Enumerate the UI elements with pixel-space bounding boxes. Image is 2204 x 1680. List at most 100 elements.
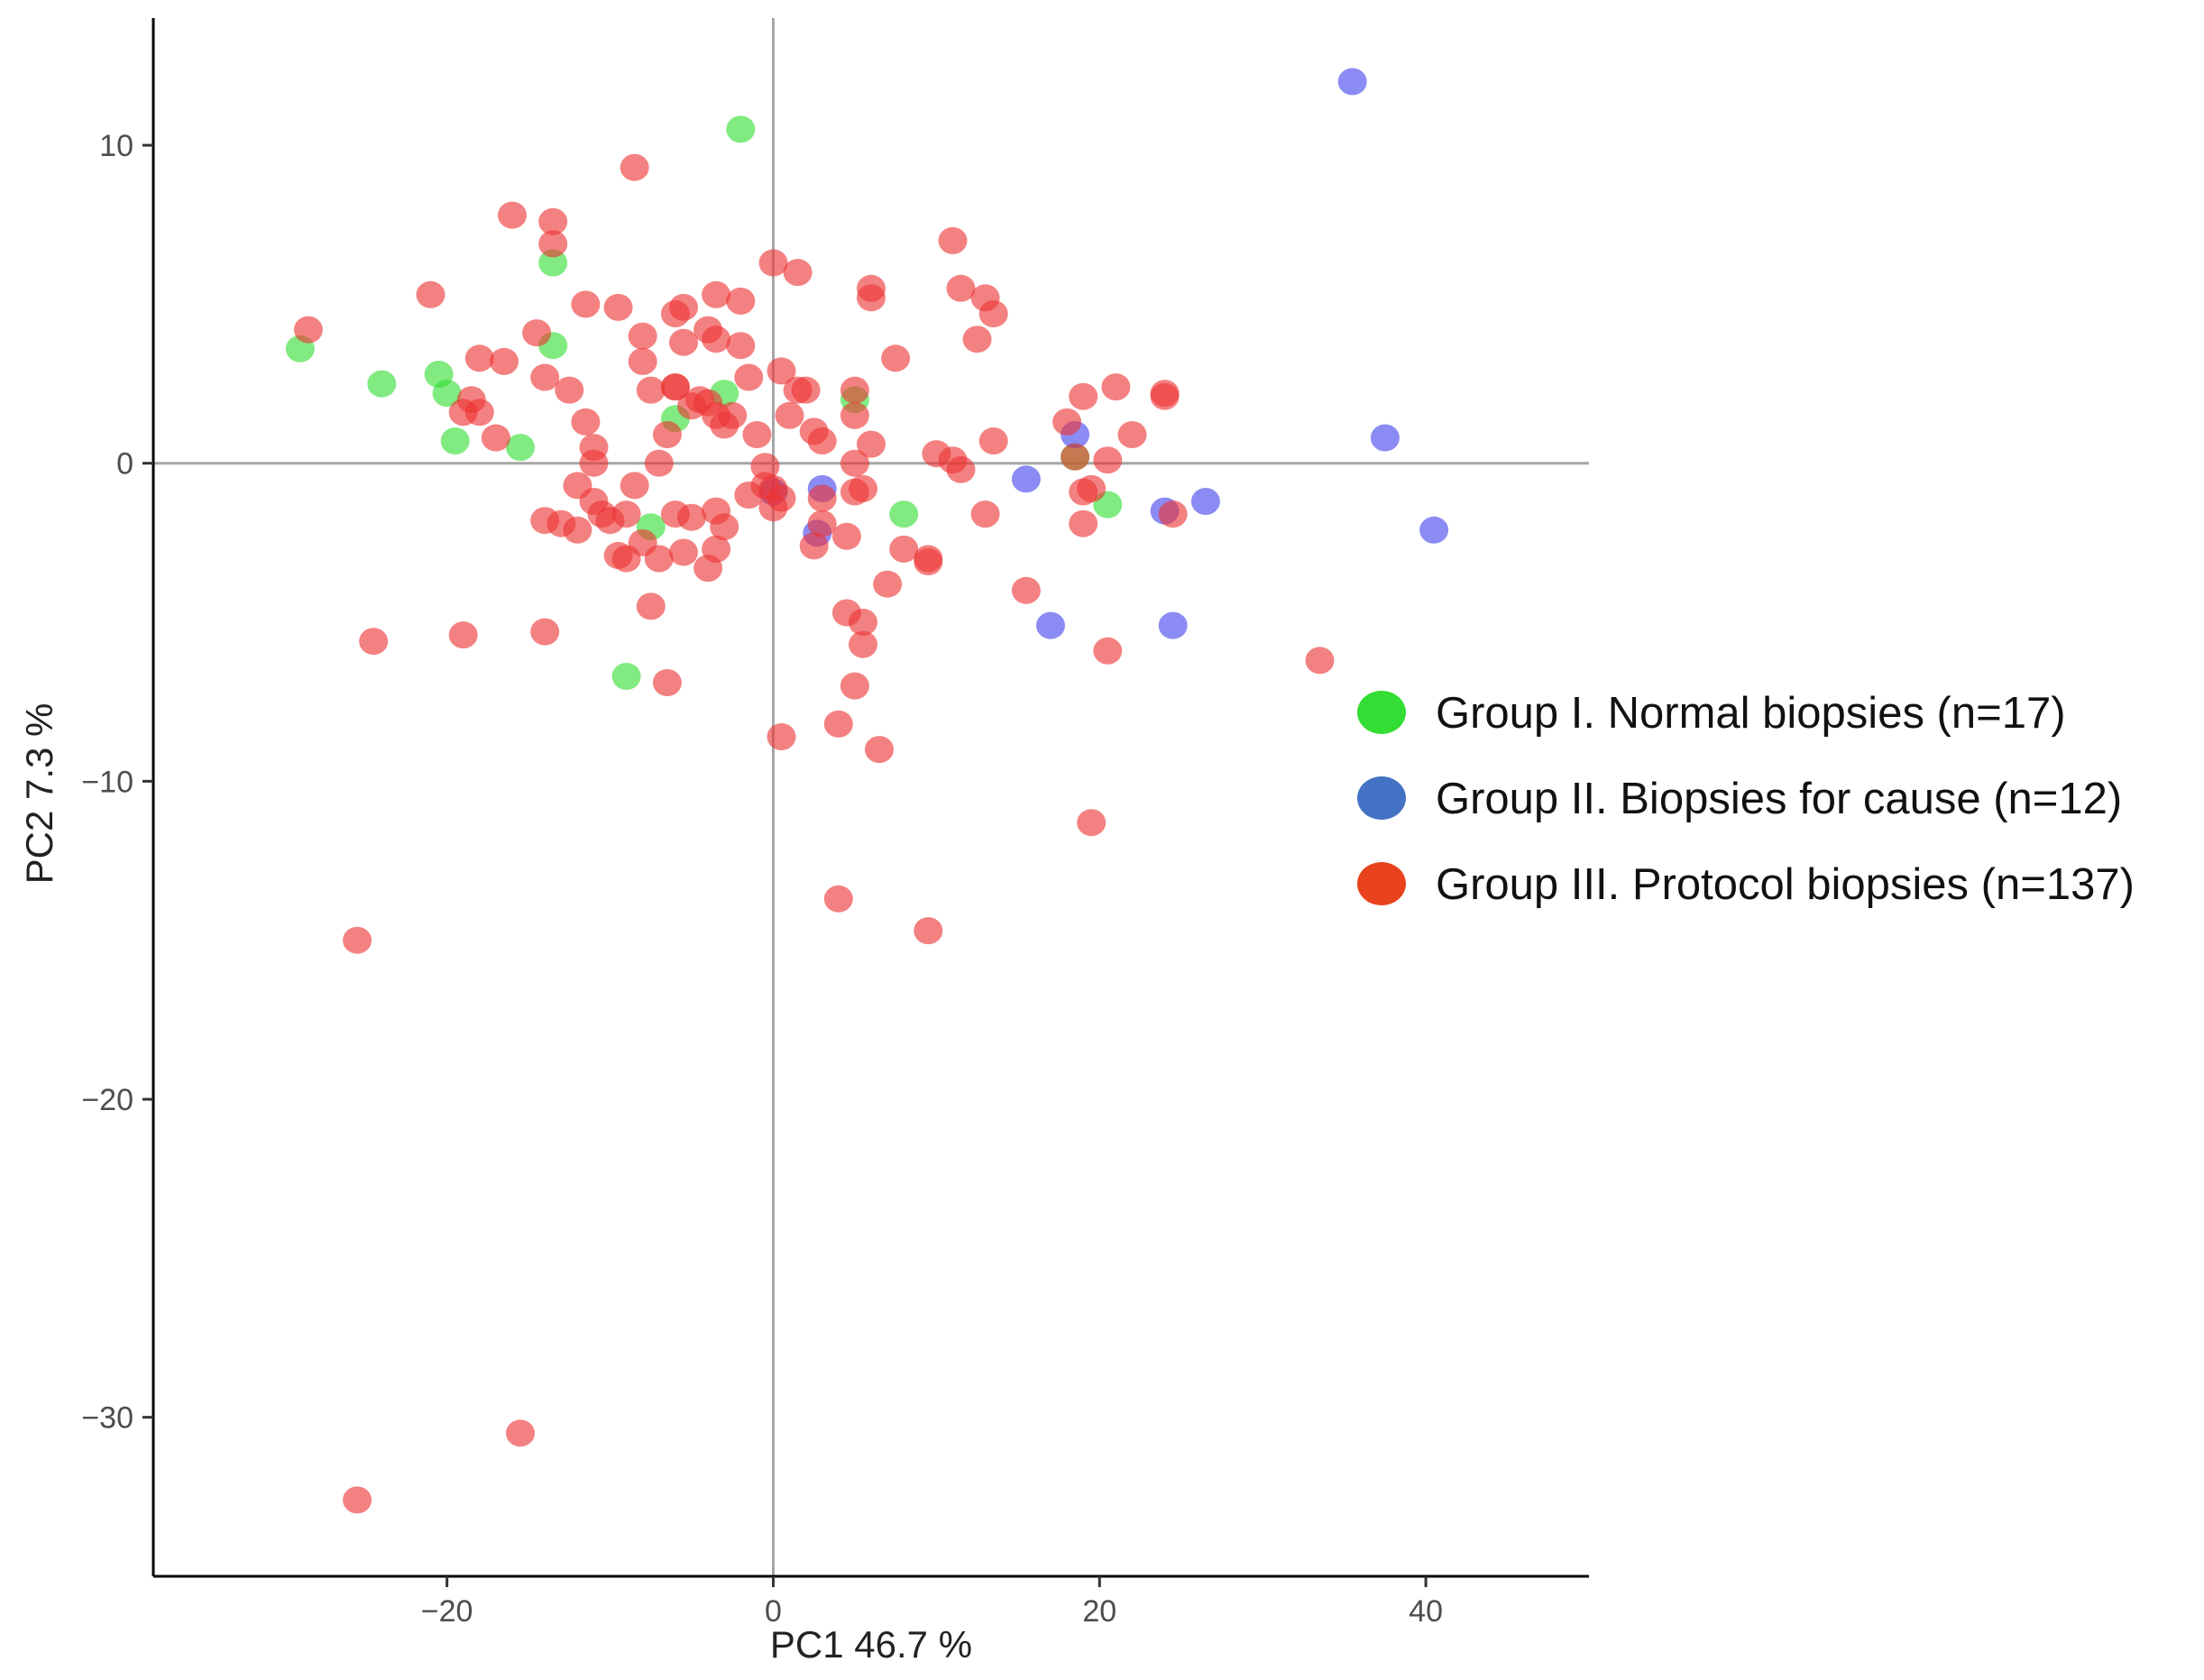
data-point: [849, 609, 877, 636]
x-tick-label: 40: [1409, 1594, 1443, 1629]
data-point: [840, 449, 869, 477]
data-point: [1337, 68, 1367, 96]
data-point: [1117, 421, 1147, 448]
data-point: [693, 555, 723, 583]
data-point: [1190, 488, 1220, 515]
data-point: [660, 500, 690, 528]
data-point: [603, 542, 633, 569]
data-point: [726, 115, 756, 143]
data-point: [343, 1486, 372, 1514]
data-point: [823, 885, 853, 913]
data-point: [490, 347, 519, 375]
data-point: [367, 370, 397, 398]
y-tick-label: −10: [81, 765, 133, 799]
data-point: [440, 427, 470, 454]
data-point: [840, 401, 869, 429]
data-point: [579, 449, 609, 477]
data-point: [767, 723, 796, 750]
data-point: [644, 449, 674, 477]
y-tick-label: 10: [99, 129, 133, 163]
data-point: [857, 430, 886, 458]
data-point: [611, 500, 641, 528]
data-point: [1052, 408, 1082, 436]
legend-marker: [1357, 691, 1406, 734]
data-point: [660, 373, 690, 401]
legend-label: Group II. Biopsies for cause (n=12): [1436, 775, 2122, 823]
series-3-points: [293, 153, 1335, 1514]
data-point: [1101, 373, 1131, 401]
data-point: [840, 478, 869, 506]
data-point: [1061, 443, 1090, 471]
data-point: [791, 376, 821, 404]
data-point: [734, 482, 764, 509]
data-point: [1011, 576, 1041, 604]
data-point: [914, 545, 943, 573]
data-point: [293, 316, 323, 344]
data-point: [857, 284, 886, 312]
data-point: [416, 280, 445, 308]
data-point: [555, 376, 584, 404]
data-point: [1069, 382, 1098, 410]
data-point: [889, 500, 919, 528]
data-point: [946, 274, 976, 302]
legend-marker: [1357, 862, 1406, 905]
data-point: [522, 319, 552, 347]
data-point: [702, 280, 731, 308]
data-point: [563, 516, 592, 544]
data-point: [978, 300, 1008, 327]
y-tick-label: −30: [81, 1401, 133, 1436]
data-point: [750, 453, 780, 481]
data-point: [464, 344, 494, 372]
data-point: [1305, 647, 1335, 675]
data-points: [285, 68, 1449, 1514]
data-point: [702, 497, 731, 525]
data-point: [628, 322, 657, 350]
data-point: [807, 427, 837, 454]
data-point: [1370, 424, 1400, 452]
data-point: [718, 401, 748, 429]
data-point: [652, 421, 682, 448]
data-point: [448, 621, 478, 649]
data-point: [644, 545, 674, 573]
legend: Group I. Normal biopsies (n=17) Group II.…: [1357, 689, 2135, 909]
data-point: [359, 628, 389, 656]
zero-reference-lines: [153, 18, 1589, 1576]
data-point: [669, 538, 698, 566]
data-point: [1077, 809, 1107, 837]
data-point: [962, 326, 992, 353]
data-point: [734, 363, 764, 391]
data-point: [775, 401, 804, 429]
data-point: [807, 484, 837, 512]
data-point: [970, 500, 1000, 528]
data-point: [758, 494, 788, 522]
data-point: [530, 507, 560, 535]
legend-label: Group I. Normal biopsies (n=17): [1436, 689, 2066, 738]
data-point: [587, 500, 617, 528]
data-point: [636, 376, 666, 404]
data-point: [571, 290, 601, 318]
data-point: [758, 249, 788, 277]
data-point: [1036, 611, 1065, 639]
axis-ticks: −20 0 20 40 10 0 −10 −20 −30: [81, 129, 1443, 1629]
data-point: [603, 293, 633, 321]
data-point: [831, 522, 861, 550]
data-point: [742, 421, 772, 448]
data-point: [1069, 510, 1098, 537]
data-point: [889, 535, 919, 563]
data-point: [938, 226, 968, 254]
data-point: [799, 532, 829, 560]
data-point: [1419, 516, 1449, 544]
data-point: [849, 630, 877, 658]
x-axis-title: PC1 46.7 %: [770, 1623, 972, 1666]
data-point: [464, 399, 494, 427]
data-point: [538, 249, 568, 277]
axes: [152, 18, 1589, 1578]
data-point: [498, 201, 527, 229]
data-point: [726, 332, 756, 360]
legend-marker: [1357, 776, 1406, 820]
data-point: [611, 663, 641, 690]
data-point: [946, 455, 976, 483]
data-point: [538, 230, 568, 258]
data-point: [767, 357, 796, 385]
